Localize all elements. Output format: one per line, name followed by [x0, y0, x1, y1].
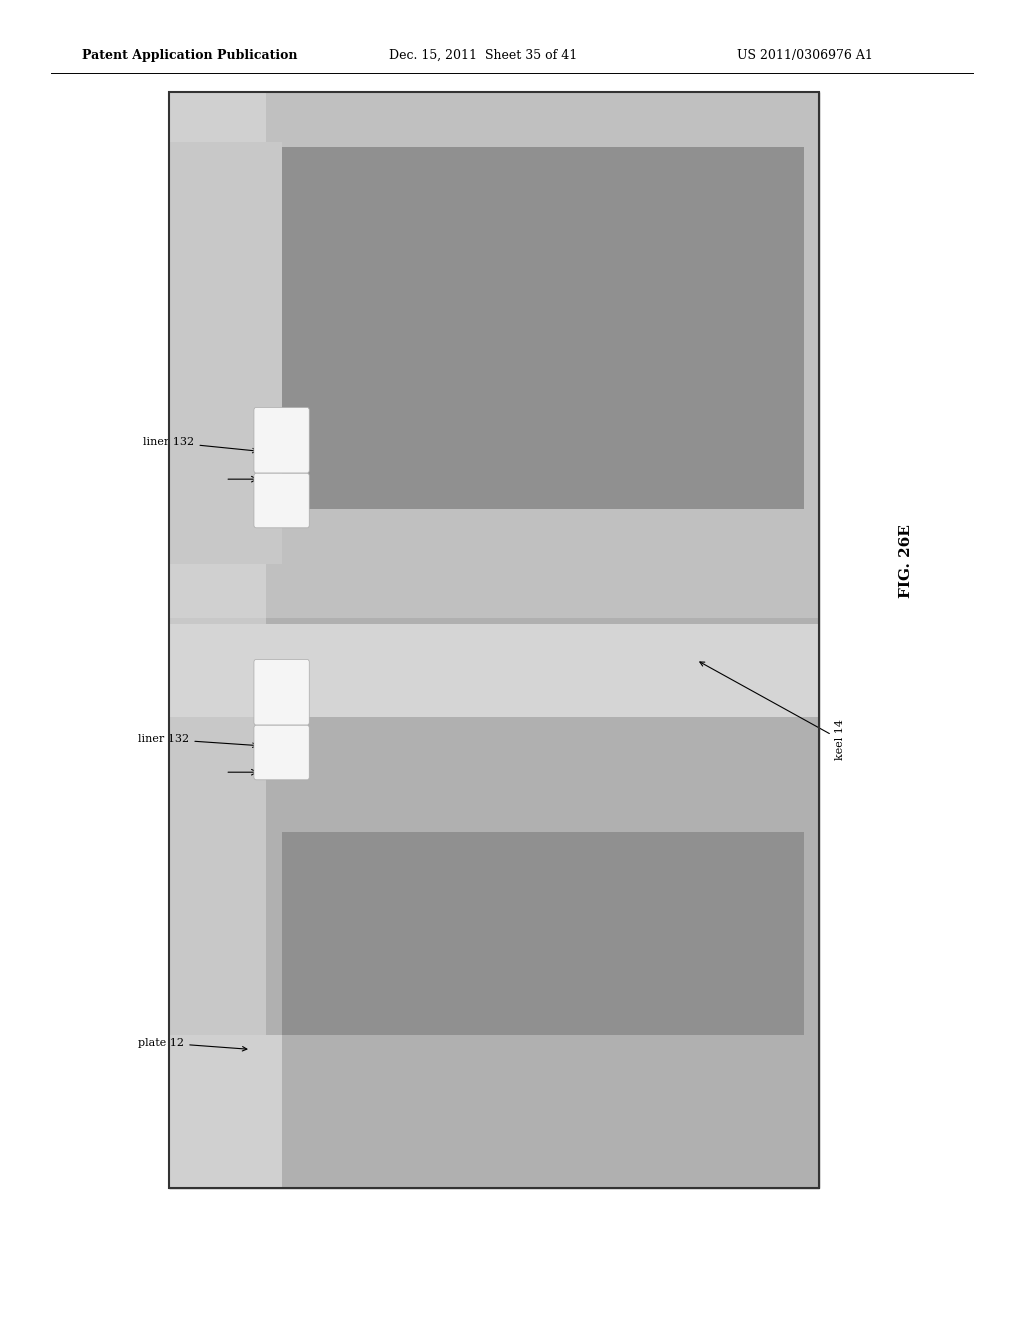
Text: plate 12: plate 12 [138, 1038, 247, 1051]
Bar [282, 148, 804, 508]
Bar [169, 92, 266, 1188]
Bar [282, 832, 804, 1035]
FancyBboxPatch shape [254, 474, 309, 528]
Text: Patent Application Publication: Patent Application Publication [82, 49, 297, 62]
FancyBboxPatch shape [254, 408, 309, 473]
Bar [169, 92, 266, 618]
FancyBboxPatch shape [254, 660, 309, 725]
Text: keel 14: keel 14 [699, 661, 845, 760]
Text: liner 132: liner 132 [138, 734, 257, 747]
Bar [169, 141, 282, 564]
Bar [169, 92, 819, 618]
Text: Dec. 15, 2011  Sheet 35 of 41: Dec. 15, 2011 Sheet 35 of 41 [389, 49, 578, 62]
Text: FIG. 26E: FIG. 26E [899, 524, 913, 598]
Bar [169, 624, 819, 717]
Bar [169, 92, 819, 1188]
FancyBboxPatch shape [254, 725, 309, 780]
Text: US 2011/0306976 A1: US 2011/0306976 A1 [737, 49, 873, 62]
FancyBboxPatch shape [169, 92, 819, 1188]
Bar [266, 92, 819, 1188]
Bar [169, 1035, 282, 1188]
Text: liner 132: liner 132 [143, 437, 257, 453]
